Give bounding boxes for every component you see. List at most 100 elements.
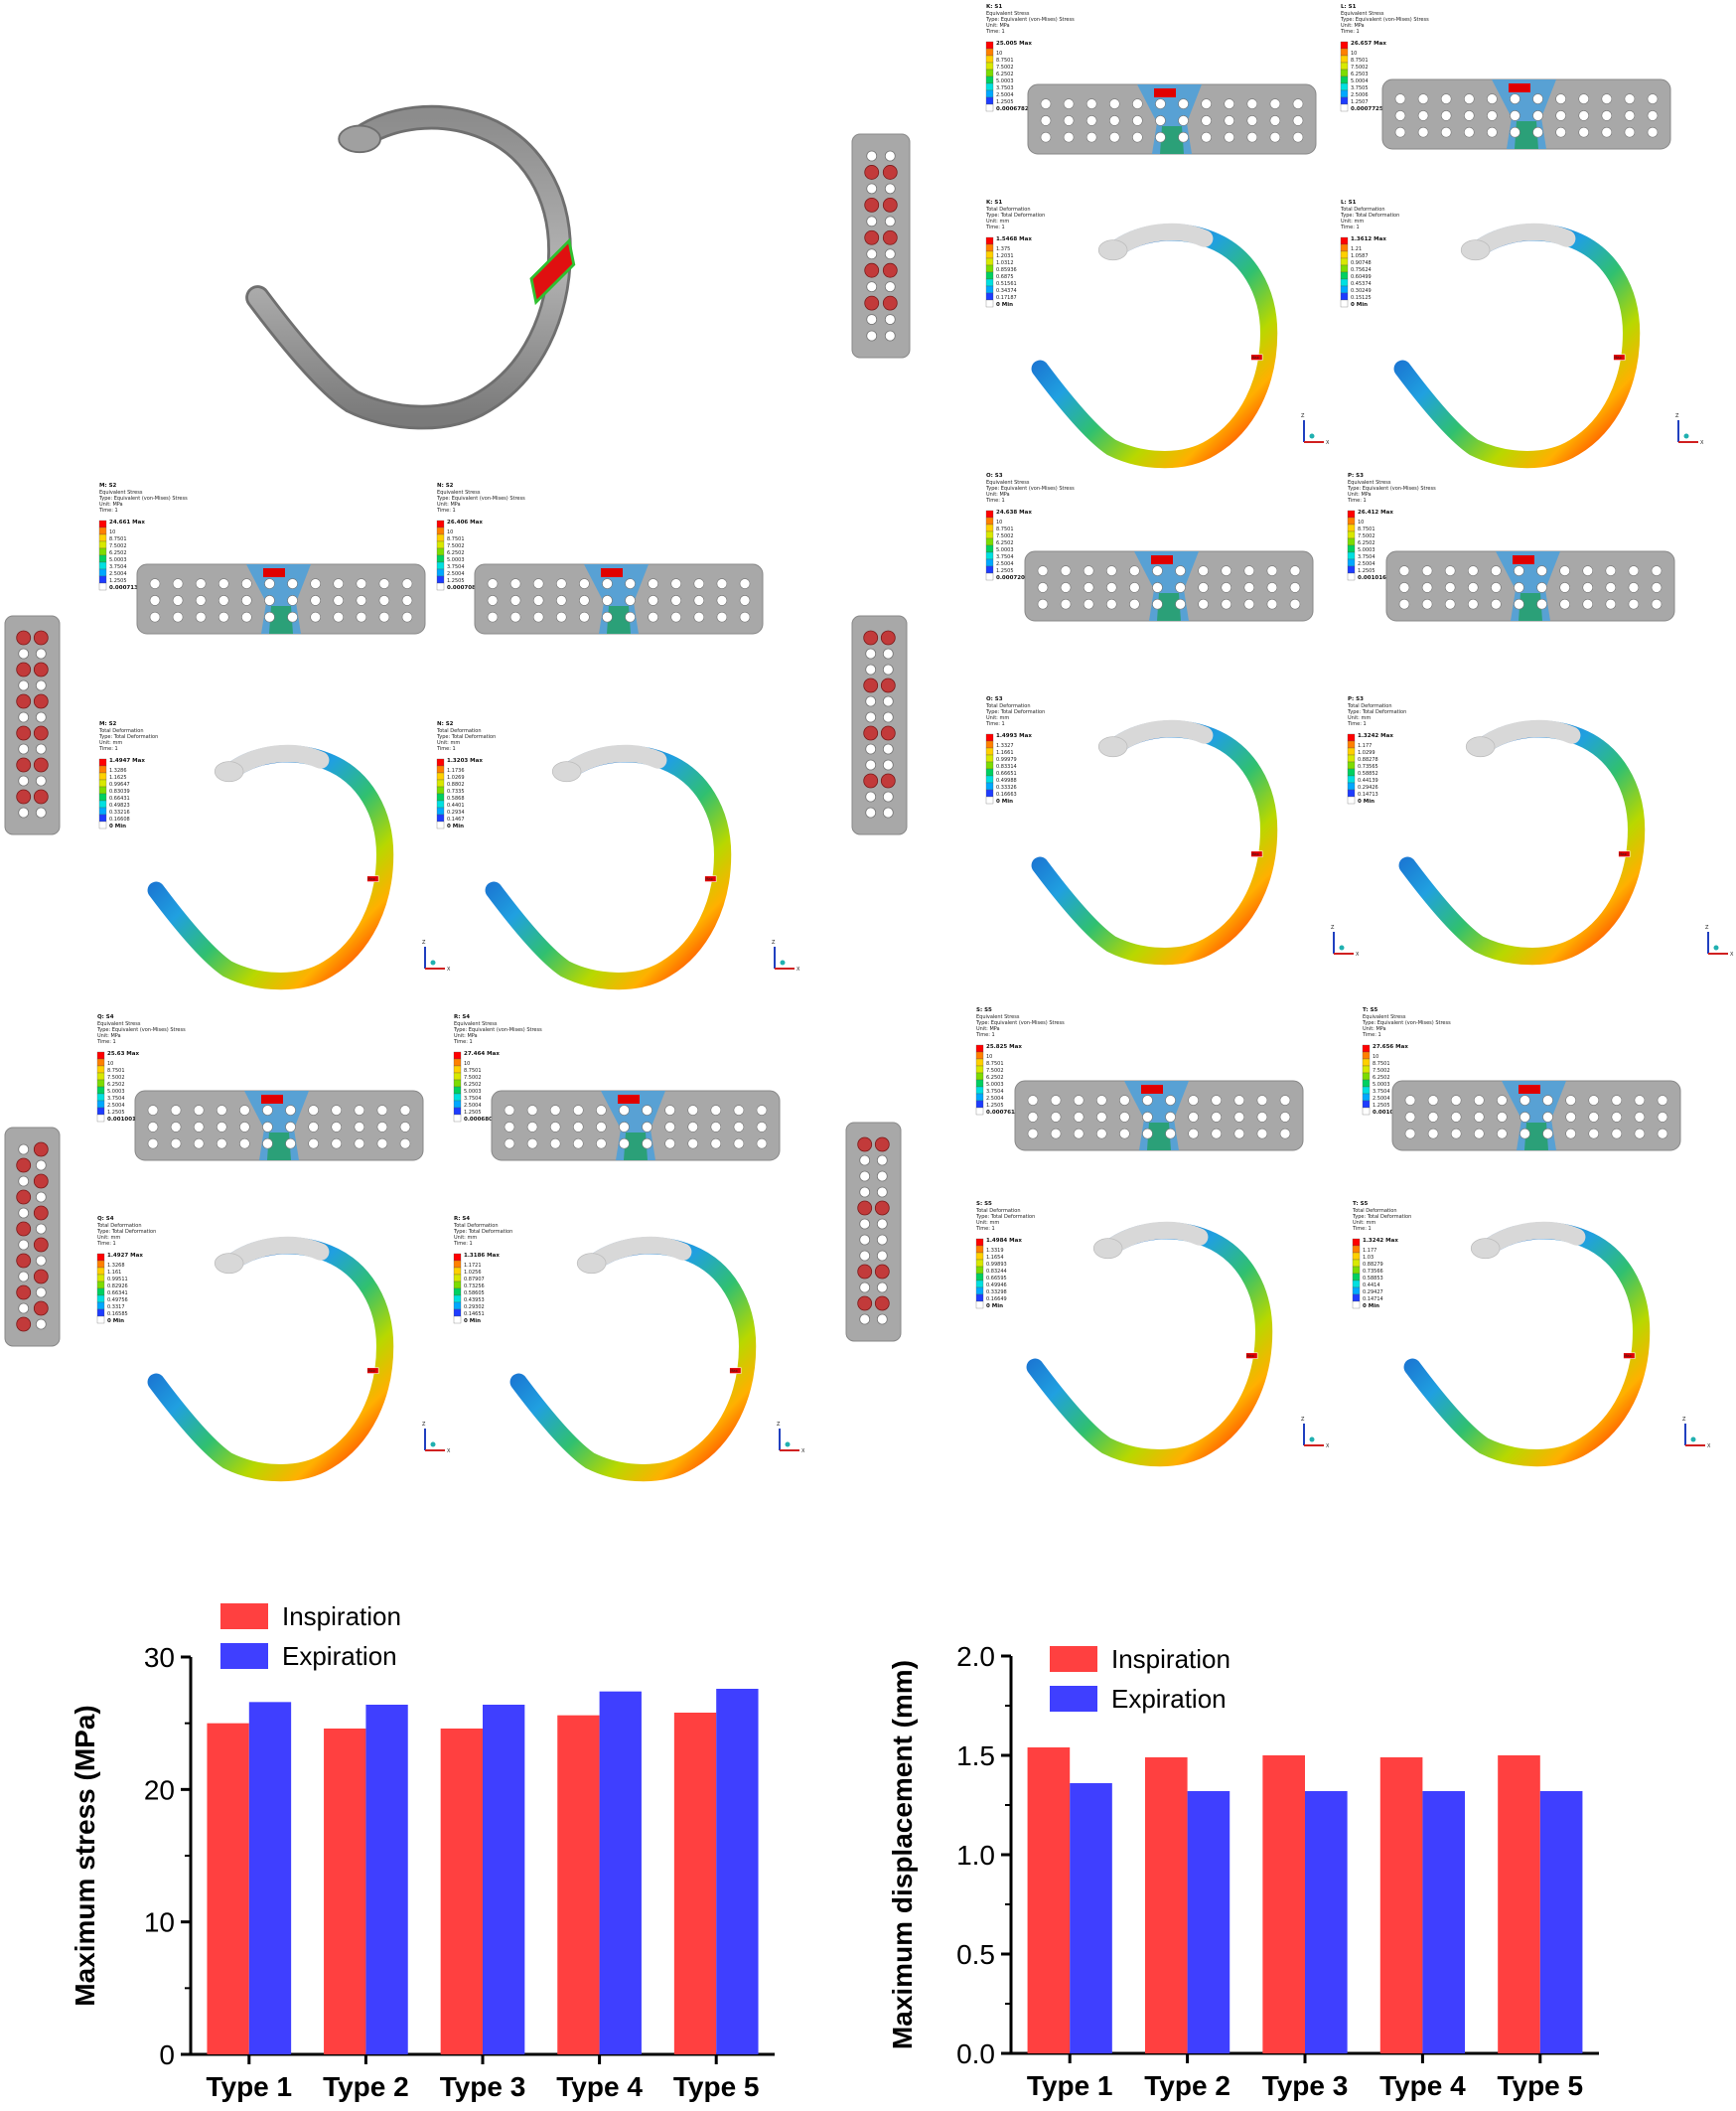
- plate-hole: [1555, 93, 1566, 104]
- plate-hole: [147, 1105, 159, 1116]
- plate-hole: [378, 611, 390, 623]
- legend-swatch: [98, 547, 107, 556]
- legend-swatch: [975, 1266, 984, 1275]
- plate-hole: [1152, 565, 1163, 576]
- plate-hole: [1417, 110, 1429, 121]
- plate-hole: [504, 1105, 515, 1116]
- plate-hole: [1532, 93, 1543, 104]
- plate-hole: [1601, 126, 1613, 138]
- legend-line: Type: Total Deformation: [453, 1229, 512, 1235]
- legend-value: 3.7504: [1373, 1089, 1390, 1095]
- plate-hole: [1083, 582, 1094, 593]
- stress-zone-low: [269, 606, 293, 634]
- legend-value: 10: [447, 529, 453, 535]
- screw: [16, 725, 32, 741]
- bar-expiration: [1539, 1791, 1583, 2053]
- legend-value: 0.33216: [109, 810, 130, 816]
- plate-hole: [739, 595, 751, 606]
- legend-value: 8.7501: [1351, 58, 1369, 64]
- legend-line: Time: 1: [436, 746, 456, 752]
- legend-title: M: S2: [99, 721, 117, 727]
- plate-hole: [1634, 1128, 1646, 1139]
- legend-value: 5.0004: [1351, 78, 1369, 84]
- screw: [33, 693, 49, 709]
- screw: [16, 757, 32, 773]
- plate-hole: [1473, 1095, 1485, 1106]
- plate-hole: [1175, 582, 1186, 593]
- legend-swatch: [436, 527, 445, 535]
- legend-value: 8.7501: [996, 58, 1014, 64]
- plate-hole: [1394, 126, 1406, 138]
- legend-swatch: [96, 1093, 105, 1102]
- plate-hole: [1601, 110, 1613, 121]
- legend-swatch: [98, 786, 107, 795]
- legend-swatch: [985, 775, 994, 784]
- screw: [882, 229, 898, 245]
- legend-line: Time: 1: [985, 225, 1005, 230]
- plate-hole: [193, 1137, 205, 1149]
- screw: [863, 678, 879, 693]
- plate-hole: [866, 281, 878, 293]
- plate-hole: [356, 595, 367, 606]
- legend-value: 0.15125: [1351, 295, 1372, 301]
- legend-value: 0.4414: [1363, 1282, 1380, 1288]
- legend-line: Time: 1: [1362, 1032, 1381, 1038]
- legend-swatch: [98, 793, 107, 802]
- screw: [882, 295, 898, 311]
- legend-swatch: [985, 544, 994, 553]
- legend-swatch: [985, 292, 994, 301]
- plate-hole: [882, 648, 894, 660]
- plate-hole: [670, 611, 682, 623]
- axis-y-dot: [785, 1441, 791, 1447]
- legend-line: Unit: mm: [1353, 1220, 1375, 1226]
- plate-hole: [356, 578, 367, 589]
- legend-line: Total Deformation: [975, 1208, 1021, 1214]
- legend-title: Q: S4: [97, 1014, 114, 1020]
- plate-hole: [1497, 1112, 1508, 1123]
- max-stress-tag: [1509, 83, 1530, 92]
- legend-swatch: [985, 62, 994, 71]
- legend-swatch: [1340, 278, 1349, 287]
- legend-value: 7.5002: [1351, 65, 1369, 71]
- legend-swatch: [1362, 1044, 1371, 1053]
- plate-hole: [572, 1122, 584, 1132]
- plate-hole: [354, 1137, 365, 1149]
- legend-swatch-expiration: [220, 1643, 268, 1669]
- plate-hole: [756, 1122, 768, 1132]
- legend-value: 0.60499: [1351, 274, 1372, 280]
- plate-hole: [1624, 110, 1636, 121]
- plate-hole: [1497, 1095, 1508, 1106]
- legend-line: Equivalent Stress: [986, 480, 1030, 486]
- plate-hole: [264, 611, 275, 623]
- legend-value: 8.7501: [107, 1068, 125, 1074]
- legend-value: 10: [109, 529, 115, 535]
- legend-swatch: [985, 517, 994, 526]
- legend-value: 2.5006: [1351, 92, 1369, 98]
- legend-swatch: [1362, 1079, 1371, 1088]
- legend-value: 8.7501: [109, 536, 127, 542]
- bar-expiration: [1070, 1783, 1112, 2053]
- axis-z-label: Z: [1331, 925, 1335, 931]
- legend-swatch: [985, 278, 994, 287]
- plate-hole: [18, 1175, 30, 1187]
- legend-value: 0 Min: [107, 1318, 124, 1324]
- plate-hole: [509, 595, 521, 606]
- legend-swatch: [436, 582, 445, 591]
- plate-hole: [195, 611, 207, 623]
- plate-hole: [1105, 565, 1117, 576]
- plate-hole: [572, 1105, 584, 1116]
- legend-line: Time: 1: [453, 1039, 473, 1045]
- legend-value: 0.5868: [447, 796, 465, 802]
- plate-hole: [876, 1250, 888, 1262]
- legend-value: 0.17187: [996, 295, 1017, 301]
- legend-title: N: S2: [437, 483, 454, 489]
- plate-hole: [642, 1122, 652, 1132]
- legend-swatch: [1362, 1107, 1371, 1116]
- legend-swatch: [98, 821, 107, 829]
- legend-value: 0.58853: [1363, 1276, 1383, 1282]
- plate-hole: [1427, 1128, 1439, 1139]
- legend-value: 1.3268: [107, 1263, 125, 1269]
- plate-hole: [1487, 93, 1498, 104]
